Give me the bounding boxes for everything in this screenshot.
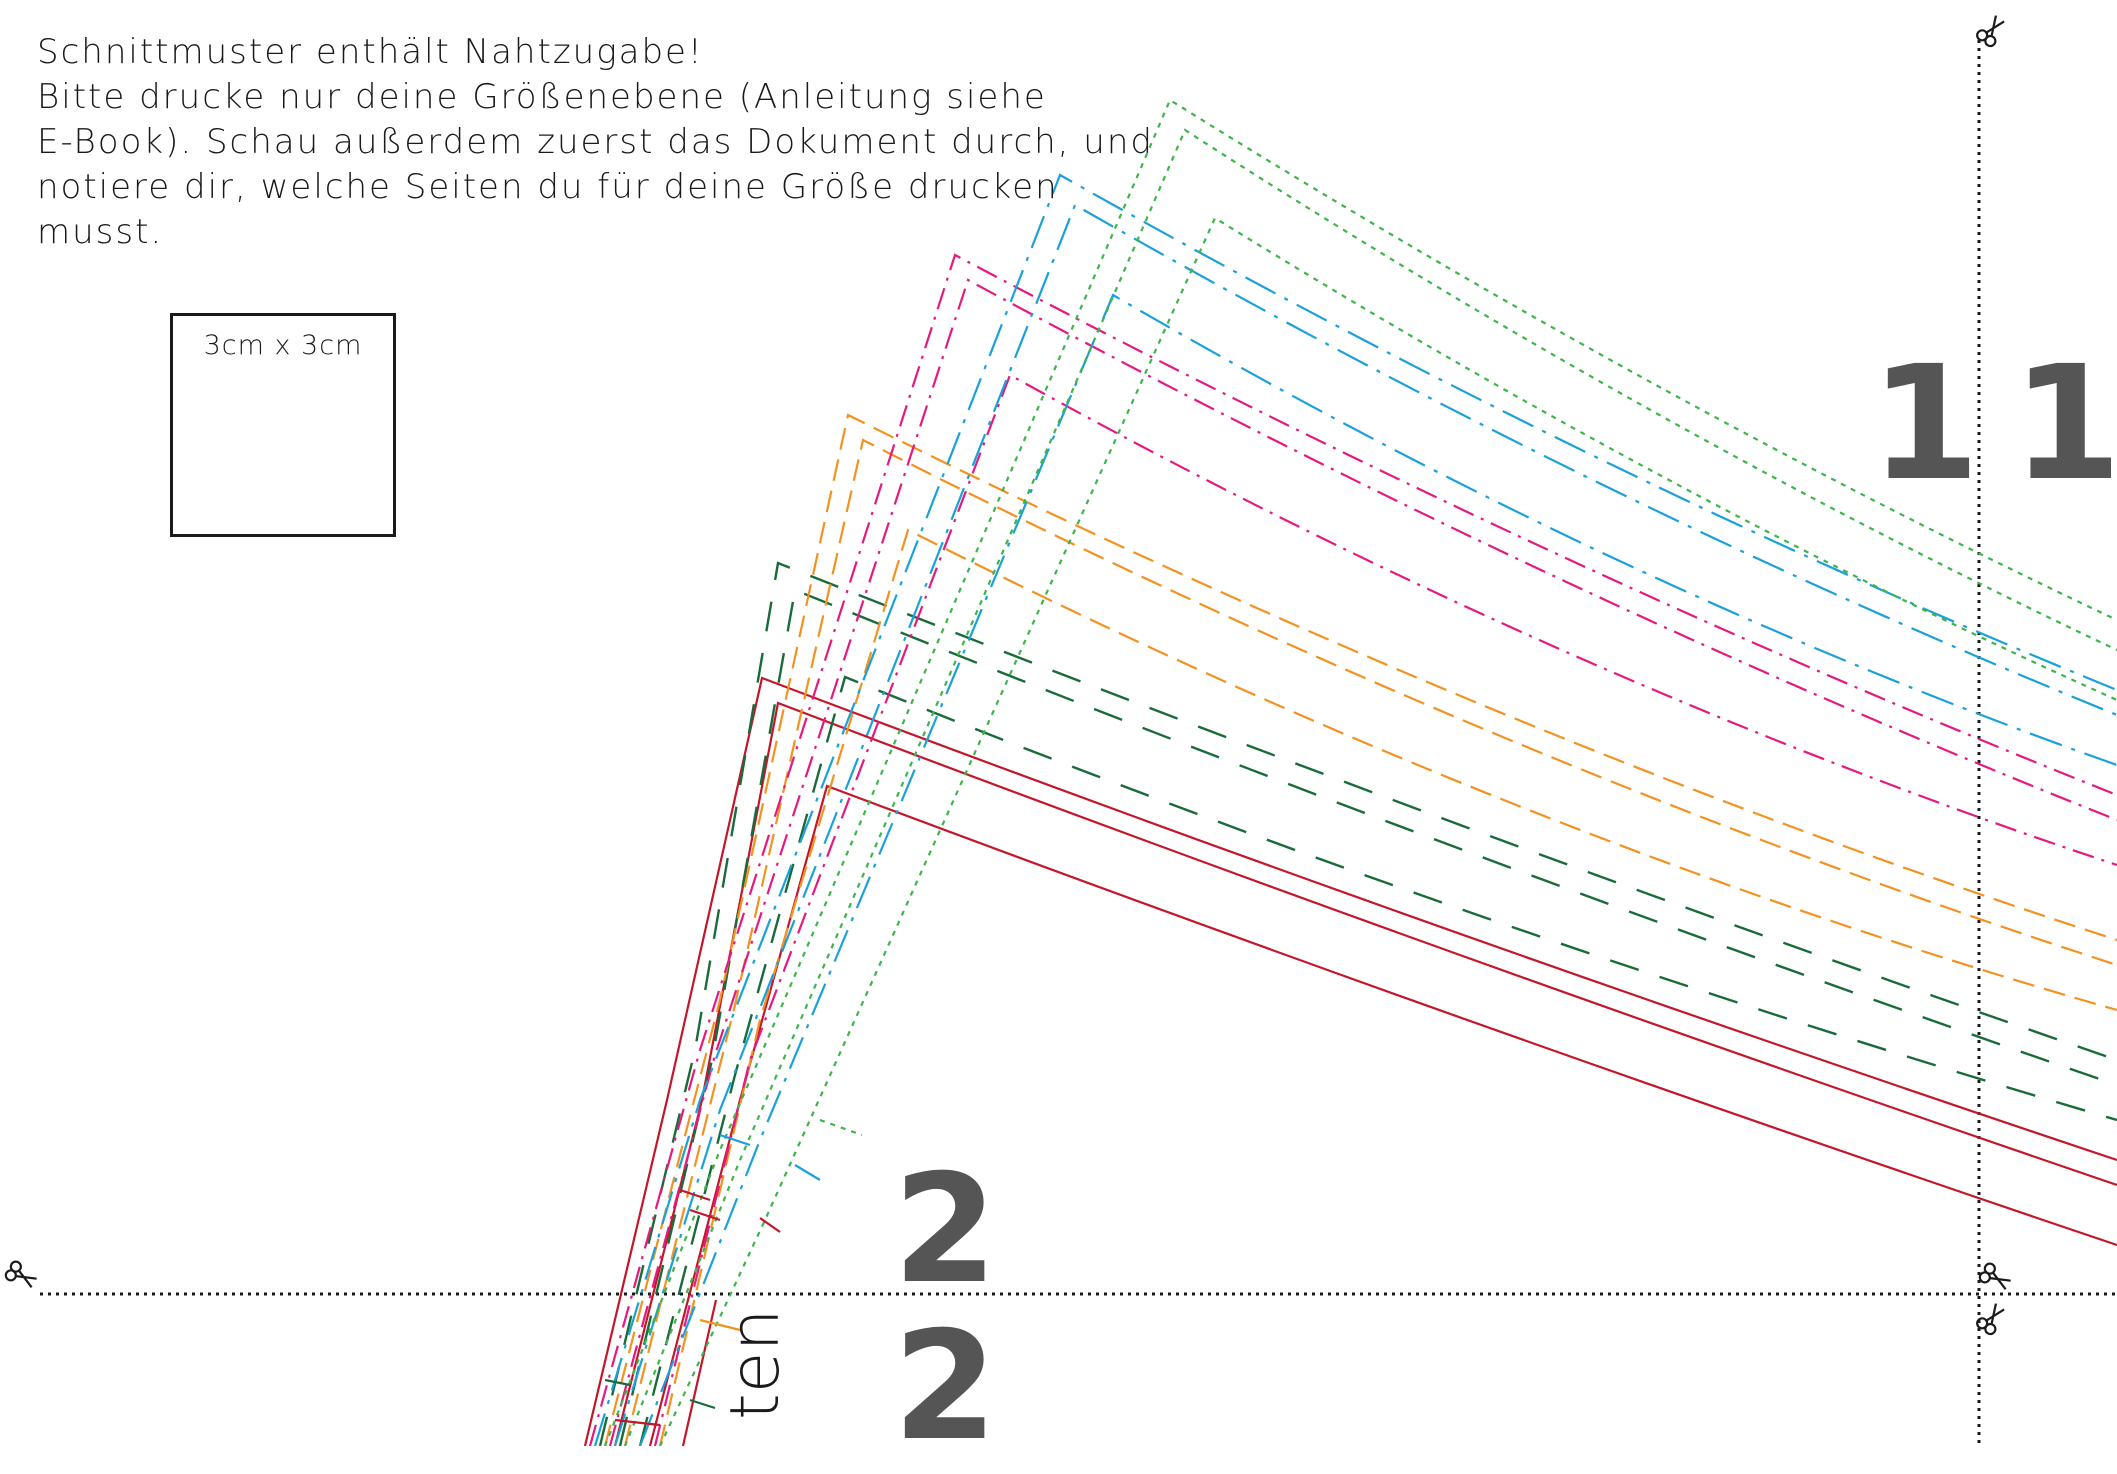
notch-mark bbox=[699, 1318, 741, 1332]
pattern-line bbox=[613, 701, 2117, 1446]
pattern-line bbox=[638, 675, 2117, 1446]
pattern-line bbox=[658, 528, 2117, 1446]
test-square-label: 3cm x 3cm bbox=[203, 330, 363, 361]
seam-allowance-notice: Schnittmuster enthält Nahtzugabe! Bitte … bbox=[37, 30, 1154, 255]
notch-mark bbox=[614, 1418, 661, 1427]
pattern-line bbox=[588, 253, 2117, 1446]
pattern-line bbox=[613, 203, 2117, 1446]
notch-mark bbox=[679, 1188, 711, 1202]
pattern-line bbox=[659, 216, 2117, 1446]
notch-mark bbox=[604, 1378, 631, 1387]
pattern-line bbox=[623, 128, 2117, 1446]
pattern-line bbox=[638, 293, 2117, 1446]
scissors-icon bbox=[1976, 1303, 2005, 1336]
notice-line: Bitte drucke nur deine Größenebene (Anle… bbox=[37, 77, 1047, 117]
notch-mark bbox=[719, 1133, 751, 1147]
scissors-icon bbox=[1978, 1262, 2011, 1290]
test-square: 3cm x 3cm bbox=[170, 313, 396, 537]
size-magenta bbox=[588, 253, 2117, 1446]
pattern-line bbox=[819, 1118, 863, 1137]
size-light-green bbox=[603, 98, 2117, 1446]
pattern-line bbox=[593, 173, 2117, 1446]
notice-line: notiere dir, welche Seiten du für deine … bbox=[37, 167, 1059, 207]
size-red bbox=[583, 676, 2117, 1446]
page-number-bottom-lower: 2 bbox=[893, 1300, 998, 1474]
pattern-line bbox=[598, 561, 2117, 1446]
pattern-line bbox=[618, 588, 2117, 1446]
pattern-size-lines bbox=[583, 98, 2117, 1446]
rotated-piece-label: ten bbox=[716, 1308, 795, 1420]
pattern-line bbox=[608, 278, 2117, 1446]
pattern-line bbox=[648, 784, 2117, 1446]
pattern-line bbox=[623, 438, 2117, 1446]
pattern-line bbox=[583, 676, 2117, 1446]
scissors-icon bbox=[4, 1260, 37, 1288]
notch-mark bbox=[759, 1217, 781, 1233]
pattern-line bbox=[603, 413, 2117, 1446]
notch-mark bbox=[689, 1398, 716, 1410]
page-number-bottom-upper: 2 bbox=[893, 1143, 998, 1317]
size-dark-green bbox=[598, 561, 2117, 1446]
pattern-line bbox=[653, 373, 2117, 1446]
notice-line: Schnittmuster enthält Nahtzugabe! bbox=[37, 32, 704, 72]
pattern-line bbox=[603, 98, 2117, 1446]
notch-mark bbox=[689, 1208, 721, 1222]
notice-line: E-Book). Schau außerdem zuerst das Dokum… bbox=[37, 122, 1154, 162]
notice-line: musst. bbox=[37, 212, 164, 252]
pattern-line bbox=[681, 1299, 718, 1446]
size-blue bbox=[593, 173, 2117, 1446]
notch-mark bbox=[794, 1164, 821, 1181]
scissors-icon bbox=[1976, 15, 2005, 48]
cut-lines bbox=[40, 40, 2117, 1446]
page-number-right: 11 bbox=[1870, 332, 2117, 516]
size-orange bbox=[603, 413, 2117, 1446]
notch-marks bbox=[604, 1133, 821, 1427]
